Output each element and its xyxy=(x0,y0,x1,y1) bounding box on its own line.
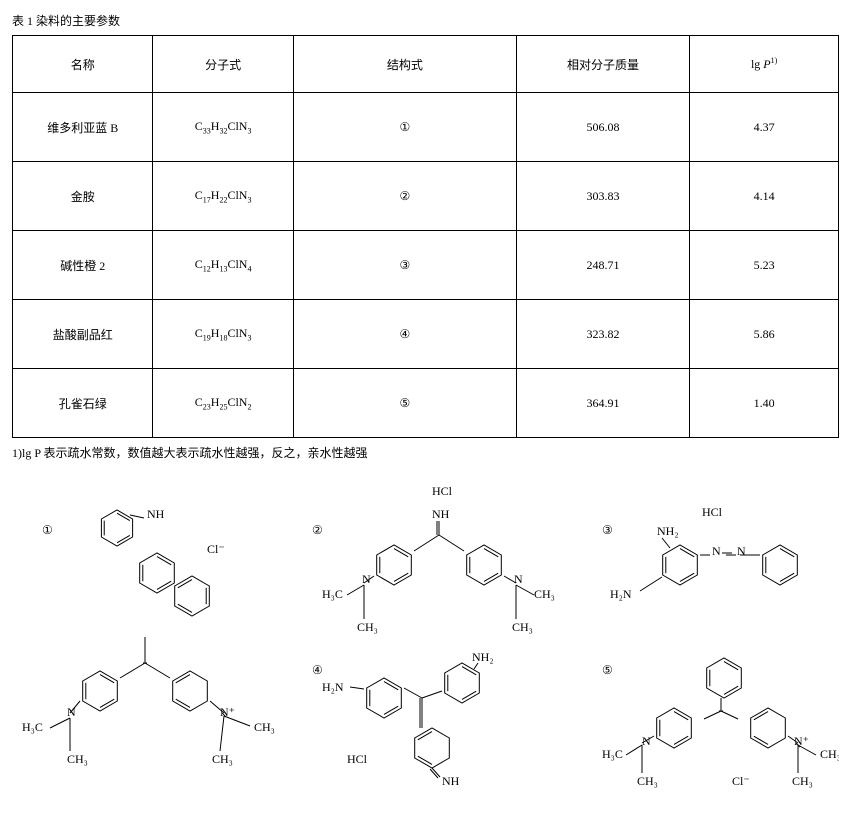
svg-text:CH₃: CH₃ xyxy=(637,774,658,788)
table-row: 孔雀石绿C23H25ClN2⑤364.911.40 xyxy=(13,369,839,438)
structures-svg: NH Cl⁻ H₃C N CH₃ N⁺ CH₃ CH₃ HCl NH H₃C N CH₃ N CH₃ CH₃ H… xyxy=(12,473,839,789)
svg-text:N: N xyxy=(67,705,76,719)
cell-mass: 364.91 xyxy=(516,369,689,438)
cell-formula: C33H32ClN3 xyxy=(153,93,293,162)
structure-label: ① xyxy=(42,523,53,538)
structure-label: ③ xyxy=(602,523,613,538)
svg-text:H₃C: H₃C xyxy=(322,587,343,601)
structure-label: ② xyxy=(312,523,323,538)
cell-mass: 248.71 xyxy=(516,231,689,300)
cell-structure-ref: ② xyxy=(293,162,516,231)
svg-text:CH₃: CH₃ xyxy=(254,720,275,734)
cell-name: 金胺 xyxy=(13,162,153,231)
cell-formula: C12H13ClN4 xyxy=(153,231,293,300)
cell-mass: 303.83 xyxy=(516,162,689,231)
svg-text:CH₃: CH₃ xyxy=(212,752,233,766)
svg-text:N: N xyxy=(362,572,371,586)
cell-mass: 323.82 xyxy=(516,300,689,369)
column-header: 结构式 xyxy=(293,36,516,93)
svg-text:N: N xyxy=(712,544,721,558)
svg-text:CH₃: CH₃ xyxy=(820,747,839,761)
cell-structure-ref: ① xyxy=(293,93,516,162)
svg-text:N: N xyxy=(737,544,746,558)
svg-text:CH₃: CH₃ xyxy=(792,774,813,788)
cell-lgp: 1.40 xyxy=(690,369,839,438)
svg-text:NH: NH xyxy=(147,507,165,521)
structure-label: ④ xyxy=(312,663,323,678)
cell-formula: C19H18ClN3 xyxy=(153,300,293,369)
svg-text:NH₂: NH₂ xyxy=(472,650,494,664)
cell-lgp: 4.37 xyxy=(690,93,839,162)
column-header: 相对分子质量 xyxy=(516,36,689,93)
table-row: 维多利亚蓝 BC33H32ClN3①506.084.37 xyxy=(13,93,839,162)
structure-label: ⑤ xyxy=(602,663,613,678)
svg-text:HCl: HCl xyxy=(702,505,723,519)
cell-structure-ref: ③ xyxy=(293,231,516,300)
cell-lgp: 5.86 xyxy=(690,300,839,369)
svg-text:N: N xyxy=(514,572,523,586)
svg-text:CH₃: CH₃ xyxy=(512,620,533,634)
cell-name: 维多利亚蓝 B xyxy=(13,93,153,162)
table-caption: 表 1 染料的主要参数 xyxy=(12,12,839,29)
svg-text:NH₂: NH₂ xyxy=(657,524,679,538)
chemical-structures-figure: NH Cl⁻ H₃C N CH₃ N⁺ CH₃ CH₃ HCl NH H₃C N CH₃ N CH₃ CH₃ H… xyxy=(12,473,839,789)
svg-text:CH₃: CH₃ xyxy=(534,587,555,601)
svg-text:HCl: HCl xyxy=(347,752,368,766)
table-row: 金胺C17H22ClN3②303.834.14 xyxy=(13,162,839,231)
cell-formula: C23H25ClN2 xyxy=(153,369,293,438)
svg-text:N: N xyxy=(642,734,651,748)
svg-text:HCl: HCl xyxy=(432,484,453,498)
svg-text:H₂N: H₂N xyxy=(322,680,344,694)
table-body: 维多利亚蓝 BC33H32ClN3①506.084.37金胺C17H22ClN3… xyxy=(13,93,839,438)
dye-parameters-table: 名称分子式结构式相对分子质量lg P1) 维多利亚蓝 BC33H32ClN3①5… xyxy=(12,35,839,438)
svg-text:CH₃: CH₃ xyxy=(357,620,378,634)
cell-structure-ref: ⑤ xyxy=(293,369,516,438)
column-header: lg P1) xyxy=(690,36,839,93)
svg-text:CH₃: CH₃ xyxy=(67,752,88,766)
svg-text:NH: NH xyxy=(442,774,460,788)
table-row: 碱性橙 2C12H13ClN4③248.715.23 xyxy=(13,231,839,300)
svg-text:N⁺: N⁺ xyxy=(220,705,235,719)
table-header-row: 名称分子式结构式相对分子质量lg P1) xyxy=(13,36,839,93)
cell-name: 碱性橙 2 xyxy=(13,231,153,300)
svg-text:H₃C: H₃C xyxy=(22,720,43,734)
svg-text:N⁺: N⁺ xyxy=(794,734,809,748)
svg-text:Cl⁻: Cl⁻ xyxy=(732,774,750,788)
cell-formula: C17H22ClN3 xyxy=(153,162,293,231)
cell-mass: 506.08 xyxy=(516,93,689,162)
svg-text:Cl⁻: Cl⁻ xyxy=(207,542,225,556)
svg-text:H₂N: H₂N xyxy=(610,587,632,601)
svg-text:H₃C: H₃C xyxy=(602,747,623,761)
cell-name: 盐酸副品红 xyxy=(13,300,153,369)
cell-lgp: 5.23 xyxy=(690,231,839,300)
cell-structure-ref: ④ xyxy=(293,300,516,369)
cell-lgp: 4.14 xyxy=(690,162,839,231)
column-header: 名称 xyxy=(13,36,153,93)
table-row: 盐酸副品红C19H18ClN3④323.825.86 xyxy=(13,300,839,369)
svg-text:NH: NH xyxy=(432,507,450,521)
cell-name: 孔雀石绿 xyxy=(13,369,153,438)
table-footnote: 1)lg P 表示疏水常数，数值越大表示疏水性越强，反之，亲水性越强 xyxy=(12,444,839,461)
column-header: 分子式 xyxy=(153,36,293,93)
